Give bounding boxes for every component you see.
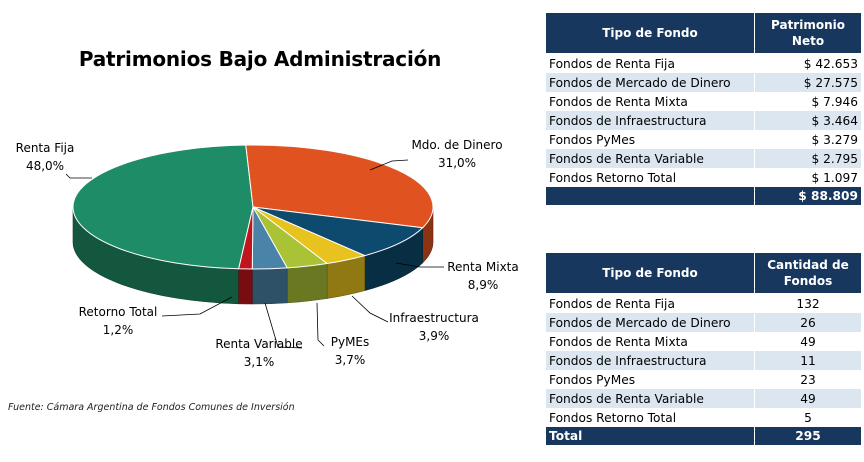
pie-slice-renta-fija [72, 144, 254, 270]
table-row: Fondos de Mercado de Dinero 26 [545, 313, 862, 332]
total-label: Total [545, 427, 755, 445]
slice-percent-renta-variable: 3,1% [244, 355, 275, 369]
table-row: Fondos de Renta Mixta $ 7.946 [545, 92, 862, 111]
fund-name-cell: Fondos de Renta Mixta [545, 92, 755, 111]
table-row: Fondos de Renta Variable 49 [545, 389, 862, 408]
fund-value-cell: 23 [754, 370, 862, 389]
total-value: $ 88.809 [754, 187, 862, 205]
fund-name-cell: Fondos PyMes [545, 370, 755, 389]
patrimonio-table: Tipo de Fondo Patrimonio Neto Fondos de … [545, 12, 862, 205]
pie-slice-retorno-total [238, 206, 254, 270]
leader-line-pymes [316, 302, 325, 347]
pie-tops [72, 144, 434, 270]
header-line1: Cantidad de [767, 258, 849, 272]
pie-sides [72, 206, 434, 305]
table-row: Fondos de Mercado de Dinero $ 27.575 [545, 73, 862, 92]
total-value: 295 [754, 427, 862, 445]
slice-percent-renta-mixta: 8,9% [468, 278, 499, 292]
fund-value-cell: 5 [754, 408, 862, 427]
fund-value-cell: 49 [754, 332, 862, 351]
header-tipo-fondo: Tipo de Fondo [545, 12, 755, 54]
slice-percent-infraestructura: 3,9% [419, 329, 450, 343]
slice-percent-retorno-total: 1,2% [103, 323, 134, 337]
leader-line-renta-fija [65, 173, 92, 179]
leader-line-retorno-total [161, 296, 233, 317]
fund-value-cell: $ 3.279 [754, 130, 862, 149]
fund-value-cell: 49 [754, 389, 862, 408]
fund-name-cell: Fondos Retorno Total [545, 408, 755, 427]
fund-name-cell: Fondos de Mercado de Dinero [545, 73, 755, 92]
slice-percent-mdo-de-dinero: 31,0% [438, 156, 476, 170]
table-row: Fondos de Renta Variable $ 2.795 [545, 149, 862, 168]
fund-name-cell: Fondos de Renta Fija [545, 293, 755, 313]
source-note: Fuente: Cámara Argentina de Fondos Comun… [8, 402, 295, 413]
fund-value-cell: 132 [754, 293, 862, 313]
fund-name-cell: Fondos de Infraestructura [545, 111, 755, 130]
table-row: Fondos de Renta Mixta 49 [545, 332, 862, 351]
chart-title: Patrimonios Bajo Administración [78, 47, 442, 71]
pie-side-renta-variable [251, 267, 288, 305]
fund-name-cell: Fondos PyMes [545, 130, 755, 149]
table-row: Fondos PyMes $ 3.279 [545, 130, 862, 149]
fund-value-cell: $ 42.653 [754, 53, 862, 73]
slice-label-infraestructura: Infraestructura [389, 311, 479, 325]
table-row: Fondos Retorno Total $ 1.097 [545, 168, 862, 187]
table-row: Fondos de Infraestructura $ 3.464 [545, 111, 862, 130]
fund-value-cell: $ 7.946 [754, 92, 862, 111]
pie-leaders [65, 159, 444, 349]
pie-side-pymes [286, 263, 328, 304]
leader-line-renta-mixta [395, 262, 444, 268]
table-row: Fondos de Renta Fija 132 [545, 293, 862, 313]
header-line2: Fondos [783, 274, 833, 288]
fund-value-cell: 26 [754, 313, 862, 332]
fund-name-cell: Fondos de Infraestructura [545, 351, 755, 370]
fund-value-cell: $ 2.795 [754, 149, 862, 168]
fund-name-cell: Fondos de Renta Fija [545, 53, 755, 73]
fund-value-cell: $ 1.097 [754, 168, 862, 187]
fund-name-cell: Fondos de Mercado de Dinero [545, 313, 755, 332]
slice-label-renta-fija: Renta Fija [16, 141, 75, 155]
fund-value-cell: $ 3.464 [754, 111, 862, 130]
header-patrimonio-neto: Patrimonio Neto [754, 12, 862, 54]
table-row: Fondos de Infraestructura 11 [545, 351, 862, 370]
header-line2: Neto [791, 34, 825, 48]
table-row: Fondos PyMes 23 [545, 370, 862, 389]
slice-label-retorno-total: Retorno Total [79, 305, 158, 319]
pie-chart: Renta Fija 48,0% Mdo. de Dinero 31,0% Renta … [16, 138, 519, 369]
pie-slice-mdo-de-dinero [245, 144, 434, 229]
table-row: Fondos de Renta Fija $ 42.653 [545, 53, 862, 73]
slice-label-renta-mixta: Renta Mixta [447, 260, 519, 274]
fund-value-cell: $ 27.575 [754, 73, 862, 92]
total-label [545, 187, 755, 205]
slice-percent-renta-fija: 48,0% [26, 159, 64, 173]
leader-line-mdo-de-dinero [369, 159, 409, 171]
header-tipo-fondo: Tipo de Fondo [545, 252, 755, 294]
pie-side-retorno-total [238, 268, 253, 305]
fund-value-cell: 11 [754, 351, 862, 370]
slice-label-mdo-de-dinero: Mdo. de Dinero [411, 138, 502, 152]
total-row: Total 295 [545, 427, 862, 445]
fund-name-cell: Fondos de Renta Mixta [545, 332, 755, 351]
slice-label-pymes: PyMEs [331, 335, 370, 349]
cantidad-table: Tipo de Fondo Cantidad de Fondos Fondos … [545, 252, 862, 445]
pie-labels: Renta Fija 48,0% Mdo. de Dinero 31,0% Renta … [16, 138, 519, 369]
fund-name-cell: Fondos Retorno Total [545, 168, 755, 187]
header-cantidad-fondos: Cantidad de Fondos [754, 252, 862, 294]
leader-line-renta-variable [264, 302, 303, 349]
total-row: $ 88.809 [545, 187, 862, 205]
pie-slice-renta-mixta [252, 206, 424, 257]
fund-name-cell: Fondos de Renta Variable [545, 389, 755, 408]
header-line1: Patrimonio [771, 18, 845, 32]
slice-label-renta-variable: Renta Variable [215, 337, 302, 351]
fund-name-cell: Fondos de Renta Variable [545, 149, 755, 168]
table-row: Fondos Retorno Total 5 [545, 408, 862, 427]
leader-line-infraestructura [351, 295, 389, 323]
slice-percent-pymes: 3,7% [335, 353, 366, 367]
